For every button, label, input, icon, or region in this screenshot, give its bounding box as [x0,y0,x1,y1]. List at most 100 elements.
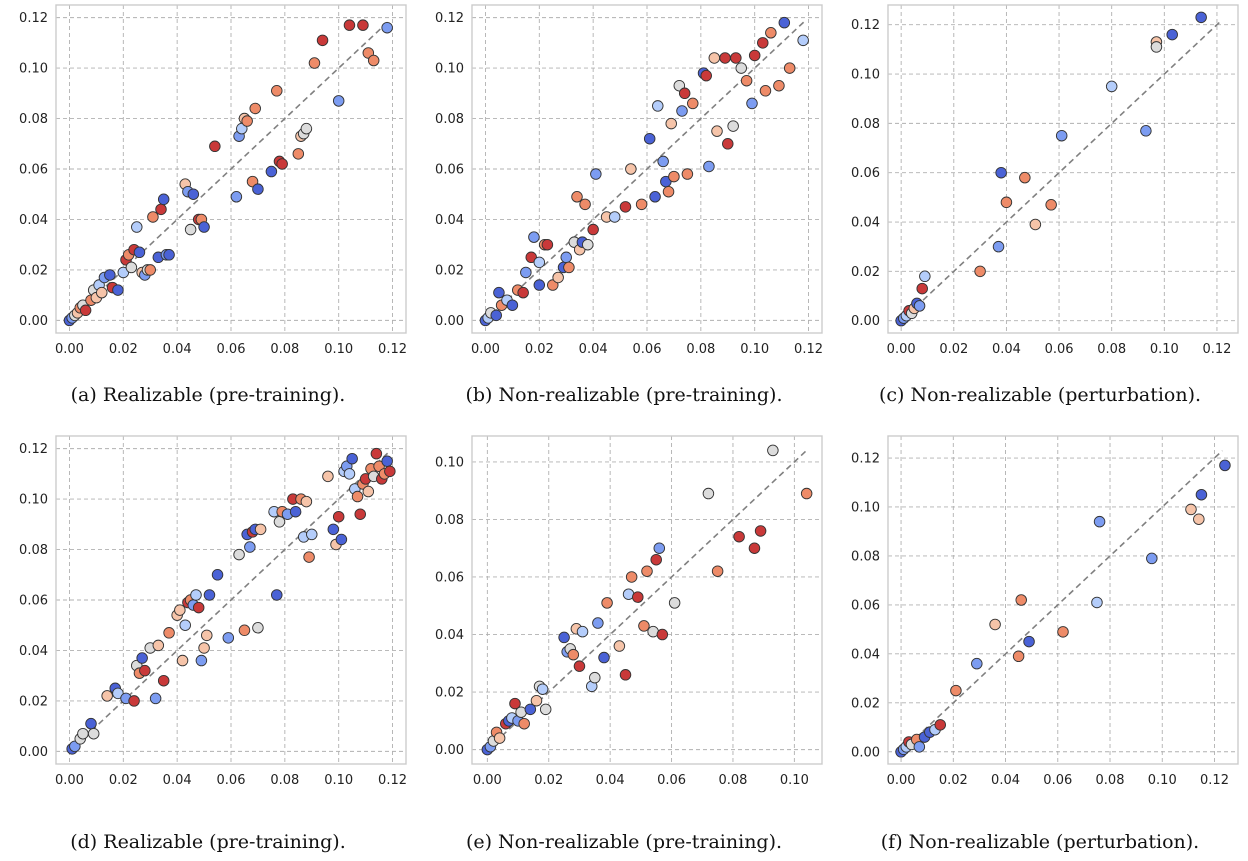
data-point [367,54,380,67]
plot-frame [471,4,823,334]
data-point [668,170,680,183]
data-point [174,604,186,616]
data-point [131,221,143,233]
x-tick-label: 0.04 [163,773,192,788]
data-point [590,168,602,180]
data-point [533,279,546,291]
data-point [678,87,691,100]
data-point [576,625,589,638]
data-point [681,168,694,180]
x-tick-label: 0.08 [270,773,299,788]
scatter-plot-c: 0.00 0.02 0.04 0.06 0.08 0.10 0.12 0.00 0.02 0.04… [851,4,1239,357]
y-tick-label: 0.08 [19,112,48,127]
y-tick-label: 0.04 [851,647,880,662]
data-point [509,697,521,710]
y-tick-label: 0.10 [19,62,48,77]
data-point [128,695,140,707]
data-point [384,465,396,478]
data-point [1023,635,1035,648]
data-point [754,525,767,537]
x-tick-label: 0.12 [378,342,407,357]
x-tick-label: 0.06 [657,773,686,788]
data-point [757,37,769,49]
data-point [995,166,1007,179]
y-tick-label: 0.02 [851,265,880,280]
data-point [558,631,570,644]
data-point [700,69,712,82]
y-tick-label: 0.10 [19,493,48,508]
data-point [722,138,734,150]
data-point [308,57,321,69]
x-tick-label: 0.10 [740,342,769,357]
data-point [592,617,604,629]
data-point [198,642,210,654]
data-point [1219,459,1231,472]
x-tick-label: 0.02 [534,773,563,788]
data-point [635,198,648,211]
data-point [327,523,340,536]
y-tick-label: 0.02 [19,694,48,709]
data-point [184,223,197,236]
data-point [77,727,89,740]
y-tick-label: 0.02 [851,696,880,711]
y-tick-label: 0.00 [435,314,464,329]
scatter-plot-b: 0.00 0.02 0.04 0.06 0.08 0.10 0.12 0.00 0.02 0.04… [435,4,823,357]
x-tick-label: 0.08 [718,773,747,788]
data-point [650,553,662,566]
x-tick-label: 0.02 [109,773,138,788]
data-point [144,264,156,276]
data-point [800,487,813,500]
panel-d: 0.00 0.02 0.04 0.06 0.08 0.10 0.12 0.00 0.02 0.04… [0,431,416,861]
plot-frame [55,4,407,334]
x-tick-label: 0.10 [1148,773,1177,788]
data-point [104,269,116,281]
data-point [524,703,537,716]
data-point [587,223,599,236]
identity-line [68,19,391,321]
y-tick-label: 0.00 [19,745,48,760]
y-tick-label: 0.00 [851,314,880,329]
x-tick-label: 0.08 [686,342,715,357]
data-point [332,510,345,523]
data-point [638,620,650,632]
data-point [271,589,283,601]
data-point [746,97,758,110]
data-point [916,282,928,295]
plot-frame [471,435,823,765]
data-point [254,523,267,536]
data-point [493,286,505,299]
y-tick-label: 0.12 [435,11,464,26]
data-point [989,618,1001,631]
data-point [316,34,329,47]
data-point [1195,11,1207,24]
data-point [1057,626,1069,638]
plot-frame [887,435,1239,765]
y-tick-label: 0.02 [19,263,48,278]
y-tick-label: 0.06 [435,163,464,178]
data-point [195,654,208,667]
data-point [653,542,666,554]
data-point [533,256,546,269]
y-tick-label: 0.10 [851,500,880,515]
data-point [292,148,305,160]
data-point [589,671,601,684]
data-point [759,85,772,97]
data-point [1055,129,1068,142]
data-point [1185,503,1197,516]
data-point [567,648,580,661]
data-point [765,27,777,39]
x-tick-label: 0.06 [217,773,246,788]
data-point [147,211,159,223]
data-point [1166,28,1178,41]
y-tick-label: 0.08 [435,112,464,127]
identity-line [900,450,1223,753]
y-tick-label: 0.02 [435,263,464,278]
data-point [563,261,575,274]
data-point [179,619,191,631]
y-tick-label: 0.08 [851,117,880,132]
x-tick-label: 0.10 [324,342,353,357]
data-point [300,495,313,508]
data-point [525,251,537,264]
x-tick-label: 0.12 [1202,342,1231,357]
data-point [252,622,264,634]
